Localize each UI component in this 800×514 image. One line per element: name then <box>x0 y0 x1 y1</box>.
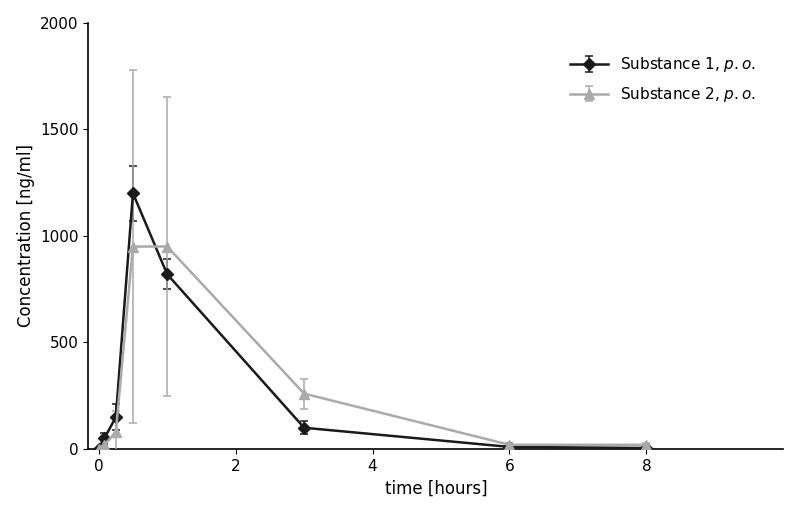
Legend: Substance 1, $\mathit{p.o.}$, Substance 2, $\mathit{p.o.}$: Substance 1, $\mathit{p.o.}$, Substance … <box>558 43 769 116</box>
X-axis label: time [hours]: time [hours] <box>385 480 487 498</box>
Y-axis label: Concentration [ng/ml]: Concentration [ng/ml] <box>17 144 34 327</box>
